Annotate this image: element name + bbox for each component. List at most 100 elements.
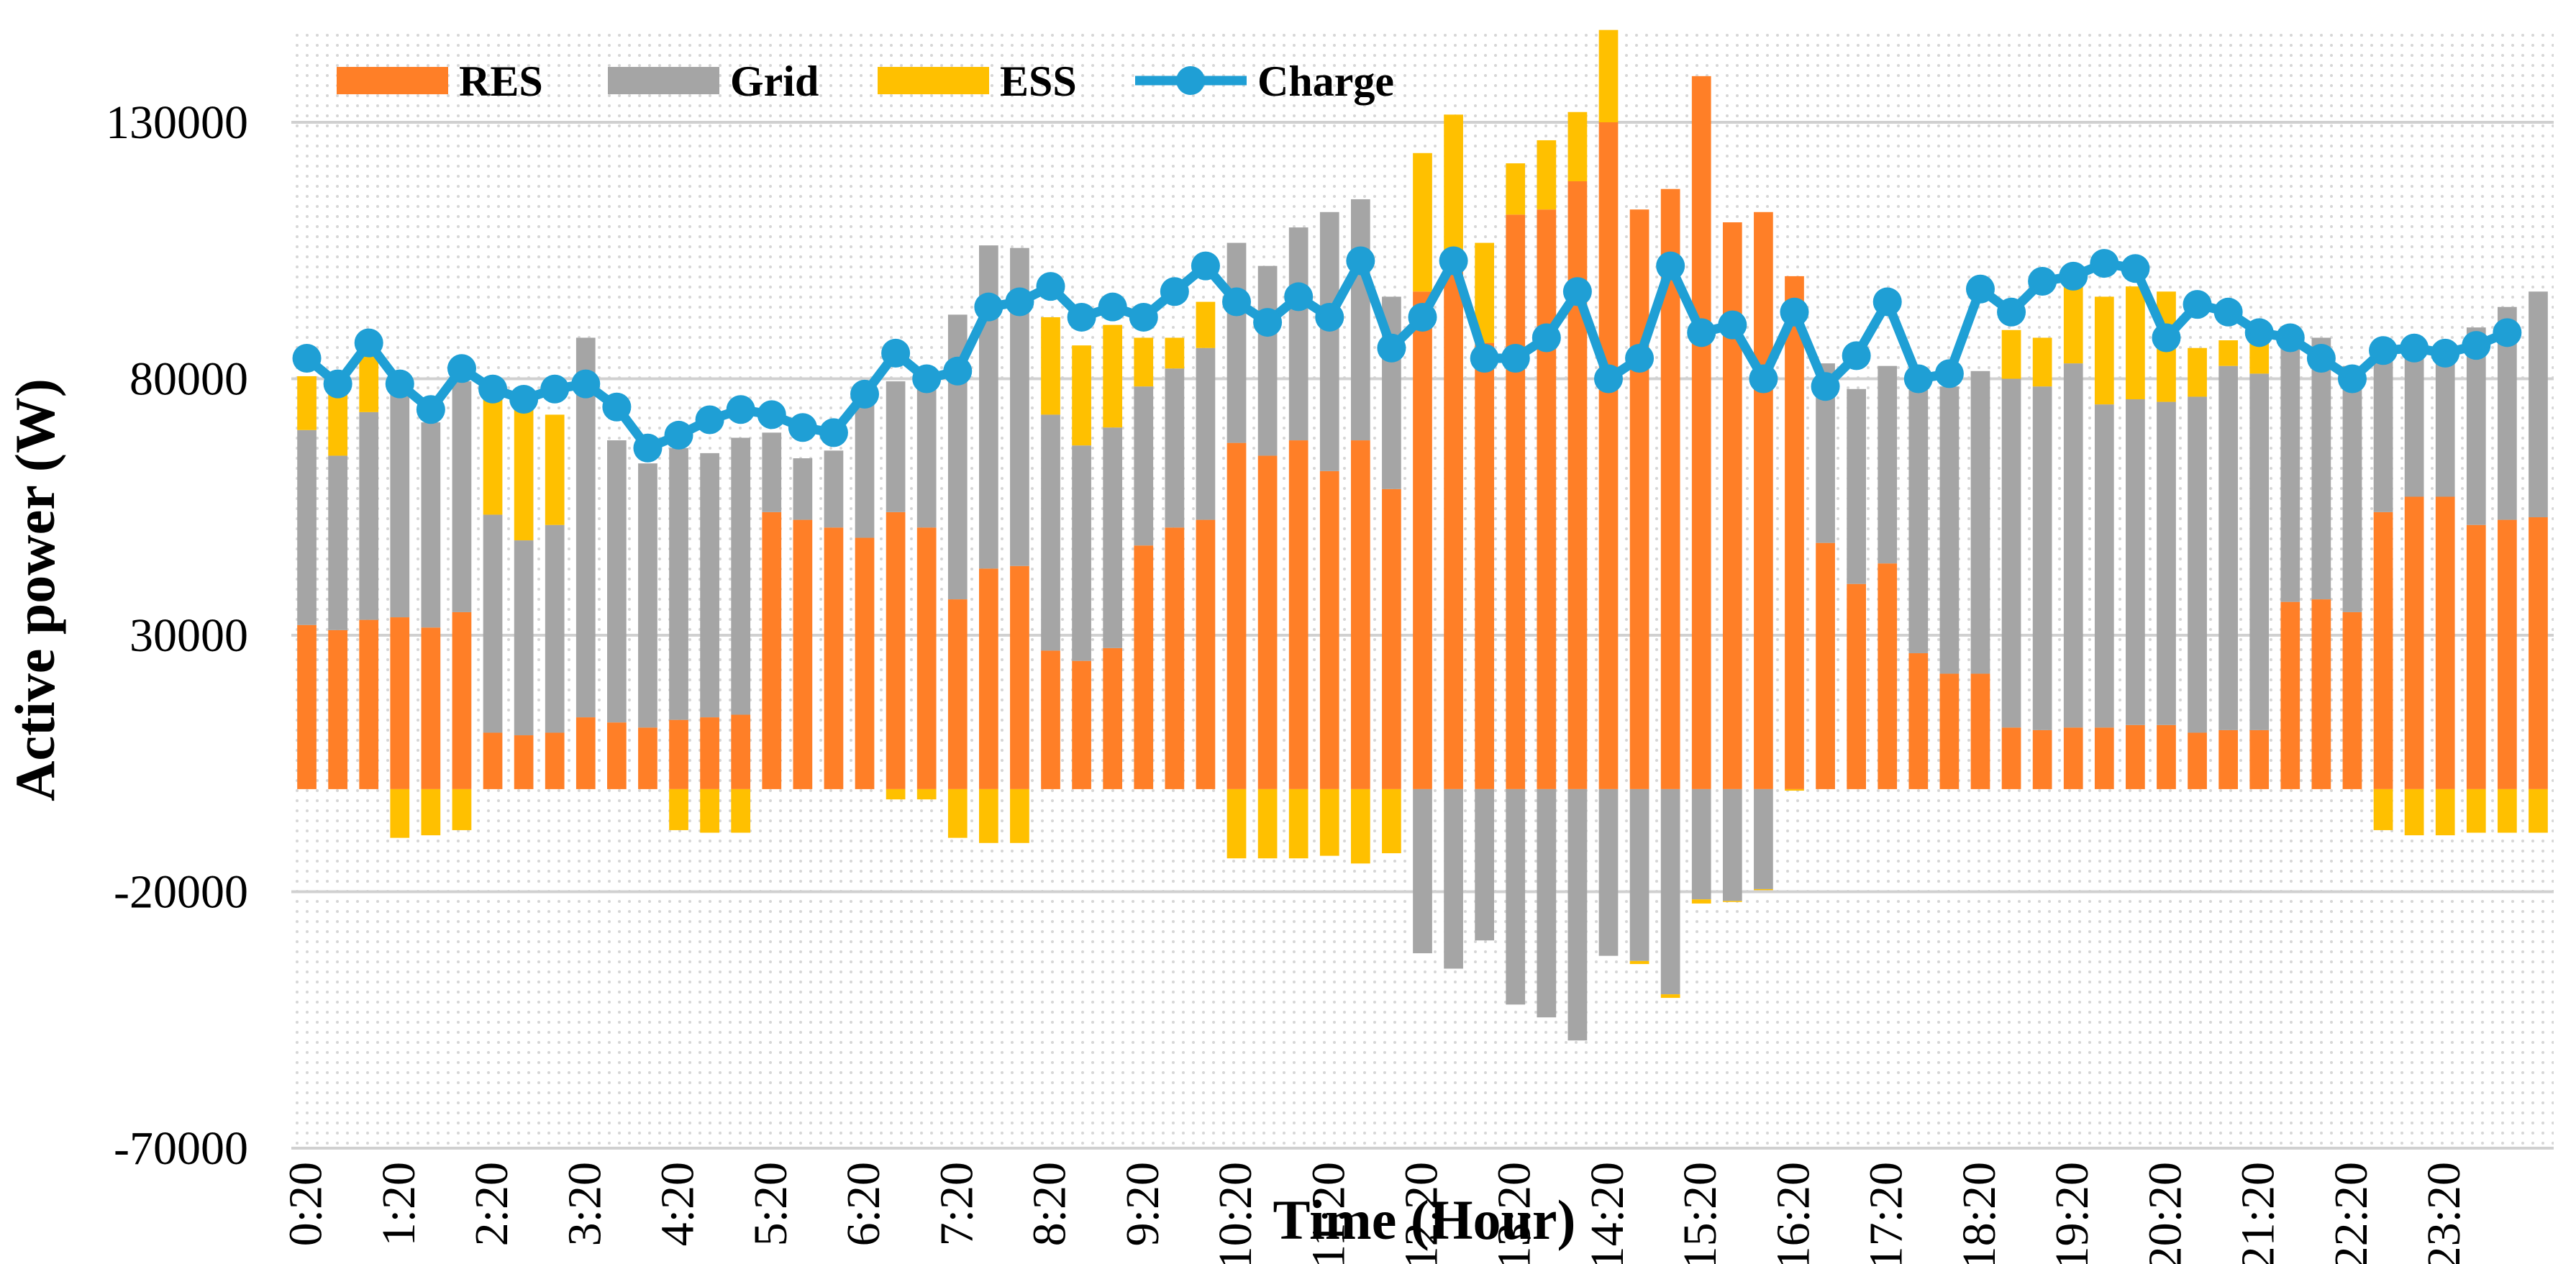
bar-res: [2466, 524, 2486, 789]
bar-ess: [1072, 345, 1091, 446]
charge-line: [292, 246, 2522, 463]
bar-ess-negative: [2498, 788, 2517, 833]
bar-grid: [2094, 404, 2114, 728]
bar-res: [886, 511, 906, 789]
charge-point: [323, 369, 352, 399]
bar-res: [421, 627, 441, 789]
bar-grid: [2001, 378, 2021, 728]
bar-res: [978, 568, 998, 789]
bar-grid-negative: [1598, 788, 1619, 956]
charge-point: [1718, 310, 1747, 340]
charge-point: [447, 354, 476, 383]
bar-grid-negative: [1660, 788, 1680, 995]
charge-point: [1872, 287, 1902, 317]
bar-grid-negative: [1722, 788, 1742, 901]
legend-label: RES: [459, 58, 543, 105]
charge-point: [788, 413, 817, 442]
bar-res: [390, 617, 410, 789]
bar-grid: [514, 540, 534, 736]
charge-point: [1346, 246, 1375, 276]
bar-ess-negative: [1226, 788, 1247, 859]
bar-ess-negative: [390, 788, 410, 838]
legend-label: ESS: [1000, 58, 1077, 105]
bar-grid-negative: [1506, 788, 1526, 1005]
bar-ess-negative: [669, 788, 688, 830]
charge-point: [416, 395, 445, 424]
bar-grid: [2373, 347, 2393, 512]
bar-grid: [886, 381, 906, 512]
bar-ess-negative: [1010, 788, 1029, 843]
bar-ess: [1567, 112, 1588, 181]
charge-point: [1656, 251, 1685, 281]
bar-res: [1319, 470, 1339, 789]
y-tick-label: 80000: [129, 353, 248, 406]
bar-ess: [1506, 163, 1526, 215]
bar-res: [1475, 342, 1495, 789]
charge-point: [1501, 343, 1530, 373]
bar-grid: [390, 394, 410, 618]
bar-grid: [669, 447, 688, 720]
bar-res: [1629, 209, 1649, 789]
bar-res: [1722, 222, 1742, 789]
bar-grid-negative: [1629, 788, 1649, 961]
x-tick-label: 15:20: [1674, 1162, 1726, 1264]
bar-grid: [1908, 376, 1929, 653]
bar-grid: [2404, 342, 2424, 497]
bar-res: [328, 629, 347, 789]
bar-ess-negative: [886, 788, 906, 800]
bar-grid: [2311, 337, 2331, 600]
bar-res: [1010, 565, 1029, 789]
bar-grid-negative: [1444, 788, 1463, 969]
bar-ess: [297, 376, 317, 430]
charge-point: [2213, 297, 2243, 327]
bars: [297, 29, 2548, 1041]
charge-point: [2400, 333, 2429, 363]
charge-point: [974, 292, 1003, 322]
bar-res: [700, 717, 719, 789]
x-tick-label: 0:20: [280, 1162, 332, 1246]
charge-point: [2493, 318, 2522, 347]
bar-res: [1350, 440, 1370, 789]
bar-res: [2001, 727, 2021, 789]
x-tick-label: 11:20: [1302, 1162, 1355, 1264]
bar-ess: [359, 355, 379, 412]
bar-ess-negative: [1257, 788, 1278, 859]
legend-swatch-marker: [1176, 66, 1205, 95]
charge-point: [2152, 323, 2181, 353]
bar-res: [638, 727, 657, 789]
bar-res: [2498, 519, 2517, 789]
bar-ess-negative: [978, 788, 998, 843]
bar-ess-negative: [2404, 788, 2424, 836]
charge-point: [2306, 343, 2336, 373]
bar-ess: [2126, 286, 2145, 400]
bar-ess-negative: [2529, 788, 2548, 833]
bar-ess-negative: [421, 788, 441, 836]
charge-point: [2275, 323, 2305, 353]
bar-res: [1196, 519, 1216, 789]
bar-ess-negative: [1382, 788, 1401, 854]
bar-grid-negative: [1691, 788, 1711, 900]
bar-ess-negative: [1350, 788, 1370, 864]
bar-ess-negative: [1754, 888, 1773, 891]
bar-res: [1908, 653, 1929, 789]
bar-res: [2032, 729, 2052, 789]
bar-ess: [1134, 337, 1154, 387]
x-tick-label: 10:20: [1209, 1162, 1262, 1264]
y-tick-label: -20000: [114, 866, 248, 919]
bar-grid: [1041, 414, 1060, 651]
y-tick-label: 130000: [106, 96, 248, 149]
charge-point: [2431, 338, 2460, 368]
x-axis-title: Time (Hour): [1273, 1188, 1575, 1251]
charge-point: [1098, 292, 1127, 322]
charge-point: [602, 392, 632, 422]
bar-ess: [514, 409, 534, 541]
charge-point: [292, 343, 322, 373]
bar-ess-negative: [1691, 899, 1711, 904]
charge-point: [509, 385, 539, 414]
bar-res: [1970, 673, 1990, 789]
charge-point: [819, 418, 848, 447]
charge-point: [1408, 302, 1437, 332]
y-tick-label: -70000: [114, 1122, 248, 1175]
bar-ess-negative: [700, 788, 719, 833]
charge-point: [478, 374, 508, 404]
